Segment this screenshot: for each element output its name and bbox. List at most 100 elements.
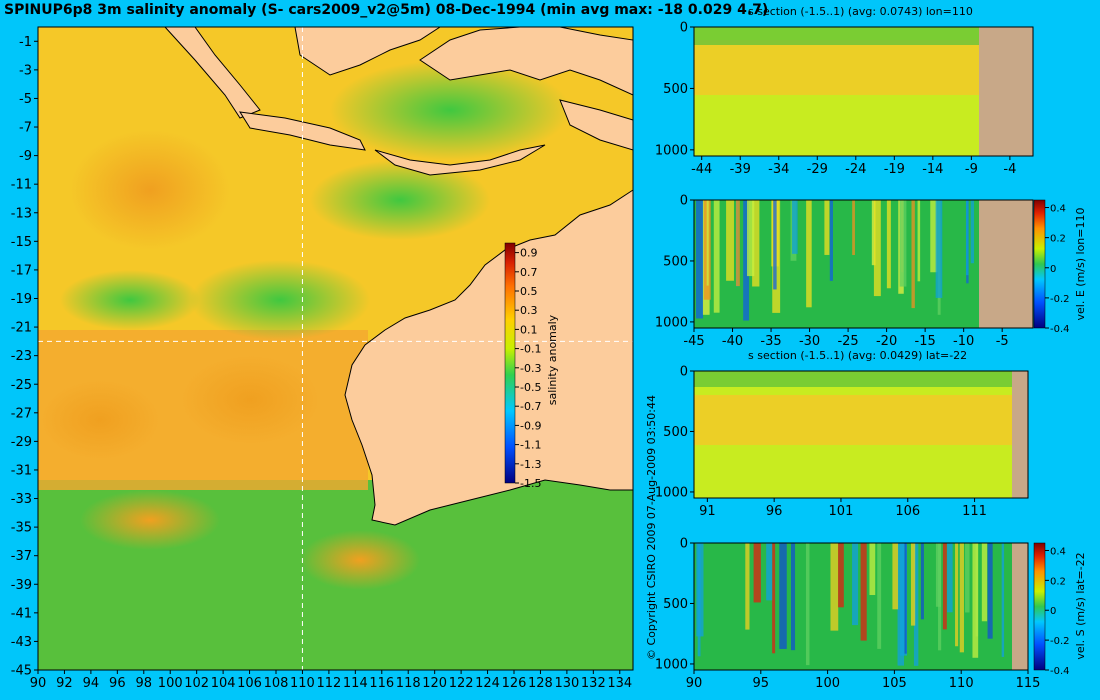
x-tick-label: 112 bbox=[316, 676, 341, 691]
velocity-streak bbox=[947, 543, 953, 613]
velocity-streak bbox=[852, 200, 855, 256]
velocity-streak bbox=[869, 543, 876, 596]
velocity-streak bbox=[806, 200, 812, 308]
x-tick-label: 128 bbox=[528, 676, 553, 691]
y-tick-label: -11 bbox=[11, 178, 32, 193]
figure-title: SPINUP6p8 3m salinity anomaly (S- cars20… bbox=[4, 2, 769, 18]
y-tick-label: -35 bbox=[11, 521, 32, 536]
velocity-streak bbox=[695, 200, 704, 319]
section1-field-warm bbox=[694, 40, 979, 95]
section3-title: s section (-1.5..1) (avg: 0.0429) lat=-2… bbox=[748, 349, 968, 362]
x-tick-label: -44 bbox=[691, 162, 712, 177]
x-tick-label: 132 bbox=[581, 676, 606, 691]
x-tick-label: 92 bbox=[56, 676, 73, 691]
y-tick-label: 1000 bbox=[655, 486, 688, 501]
velocity-streak bbox=[959, 543, 964, 653]
y-tick-label: -45 bbox=[11, 664, 32, 679]
map-panel: 90 92 94 96 98 100 102 104 106 108 110 112 114 116 118… bbox=[11, 26, 634, 691]
section-panel-3: 91 96 101 106 111 0 500 1000 bbox=[655, 365, 1029, 519]
map-frame bbox=[37, 26, 634, 671]
section-panel-2: -45 -40 -35 -30 -25 -20 -15 -10 -5 0 500 1000 0.4 0.… bbox=[655, 194, 1087, 349]
y-tick-label: 0 bbox=[680, 21, 688, 36]
velocity-streak bbox=[743, 200, 750, 321]
colorbar-tick-label: -0.9 bbox=[520, 419, 541, 432]
y-tick-label: -5 bbox=[19, 92, 32, 107]
y-tick-label: 0 bbox=[680, 365, 688, 380]
x-tick-label: 101 bbox=[829, 504, 854, 519]
x-tick-label: -20 bbox=[876, 334, 897, 349]
section1-land bbox=[979, 27, 1033, 156]
map-land-sumatra bbox=[163, 26, 261, 119]
y-tick-label: -13 bbox=[11, 206, 32, 221]
colorbar-tick-label: 0.9 bbox=[520, 247, 538, 260]
x-tick-label: 120 bbox=[422, 676, 447, 691]
map-eddy bbox=[40, 380, 160, 460]
velocity-streak bbox=[981, 543, 988, 622]
x-tick-label: 100 bbox=[815, 676, 840, 691]
colorbar-tick-label: 0.2 bbox=[1050, 576, 1066, 587]
x-tick-label: -4 bbox=[1003, 162, 1016, 177]
velocity-streak bbox=[899, 200, 907, 287]
map-eddy bbox=[180, 355, 320, 445]
velocity-streak bbox=[987, 543, 993, 639]
x-tick-label: -39 bbox=[730, 162, 751, 177]
velocity-streak bbox=[772, 543, 776, 654]
x-tick-label: 115 bbox=[1016, 676, 1041, 691]
velocity-streak bbox=[747, 200, 755, 277]
x-tick-label: 134 bbox=[607, 676, 632, 691]
velocity-streak bbox=[805, 543, 810, 666]
map-colorbar-label: salinity anomaly bbox=[546, 314, 559, 405]
x-tick-label: 105 bbox=[882, 676, 907, 691]
y-tick-label: 1000 bbox=[655, 143, 688, 158]
section2-colorbar-label: vel. E (m/s) lon=110 bbox=[1074, 208, 1087, 321]
y-tick-label: -39 bbox=[11, 578, 32, 593]
velocity-streak bbox=[766, 543, 773, 601]
section3-frame bbox=[693, 370, 1029, 499]
y-tick-label: -19 bbox=[11, 292, 32, 307]
velocity-streak bbox=[913, 543, 919, 666]
x-tick-label: -45 bbox=[683, 334, 704, 349]
map-land-borneo bbox=[294, 26, 442, 76]
x-tick-label: -15 bbox=[915, 334, 936, 349]
velocity-streak bbox=[970, 200, 975, 264]
section1-title: s section (-1.5..1) (avg: 0.0743) lon=11… bbox=[748, 5, 973, 18]
y-tick-label: -3 bbox=[19, 63, 32, 78]
map-land-timor bbox=[374, 144, 546, 176]
x-tick-label: 114 bbox=[343, 676, 368, 691]
y-tick-label: -1 bbox=[19, 35, 32, 50]
x-tick-label: 118 bbox=[396, 676, 421, 691]
velocity-streak bbox=[735, 200, 740, 287]
x-tick-label: 116 bbox=[369, 676, 394, 691]
map-eddy bbox=[80, 490, 220, 550]
velocity-streak bbox=[965, 200, 969, 276]
velocity-streak bbox=[920, 543, 924, 620]
colorbar-tick-label: -0.7 bbox=[520, 400, 541, 413]
velocity-streak bbox=[972, 543, 979, 658]
section-panel-4: 90 95 100 105 110 115 0 500 1000 0.4 0.2 0 -0.2 -0.4… bbox=[655, 537, 1087, 691]
velocity-streak bbox=[852, 543, 859, 626]
colorbar-tick-label: -0.1 bbox=[520, 343, 541, 356]
y-tick-label: -23 bbox=[11, 349, 32, 364]
section2-colorbar bbox=[1033, 199, 1046, 329]
colorbar-tick-label: -0.4 bbox=[1050, 666, 1070, 677]
colorbar-tick-label: 0.5 bbox=[520, 285, 538, 298]
y-tick-label: -33 bbox=[11, 492, 32, 507]
x-tick-label: -40 bbox=[722, 334, 743, 349]
x-tick-label: -10 bbox=[953, 334, 974, 349]
velocity-streak bbox=[910, 543, 916, 626]
velocity-streak bbox=[706, 200, 709, 286]
velocity-streak bbox=[886, 200, 891, 289]
y-tick-label: 1000 bbox=[655, 658, 688, 673]
y-tick-label: -25 bbox=[11, 378, 32, 393]
velocity-streak bbox=[911, 200, 915, 309]
colorbar-tick-label: 0 bbox=[1050, 606, 1056, 617]
velocity-streak bbox=[830, 543, 839, 631]
velocity-streak bbox=[779, 543, 787, 649]
colorbar-tick-label: -1.5 bbox=[520, 477, 541, 490]
x-tick-label: -9 bbox=[965, 162, 978, 177]
velocity-streak bbox=[829, 200, 833, 281]
section2-land bbox=[979, 200, 1033, 328]
colorbar-tick-label: -1.3 bbox=[520, 458, 541, 471]
velocity-streak bbox=[942, 543, 947, 630]
map-colorbar bbox=[504, 242, 516, 484]
